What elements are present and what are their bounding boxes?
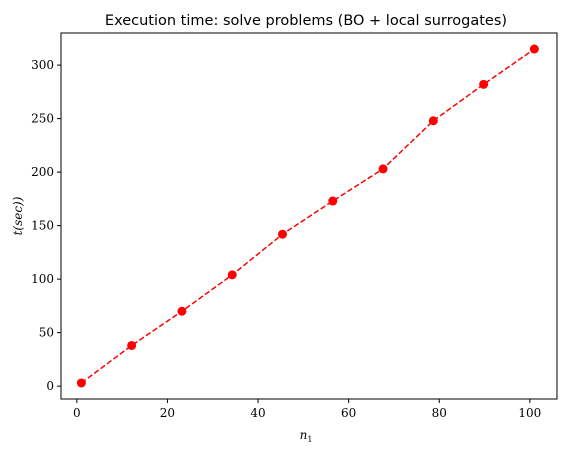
chart-title: Execution time: solve problems (BO + loc… xyxy=(105,13,507,29)
data-point xyxy=(378,164,388,174)
data-point xyxy=(76,378,86,388)
y-tick-label: 300 xyxy=(31,58,54,72)
data-point xyxy=(127,340,137,350)
axes-frame xyxy=(60,32,558,400)
x-axis-label-subscript: 1 xyxy=(307,435,312,444)
data-point xyxy=(428,116,438,126)
data-point xyxy=(177,306,187,316)
data-point xyxy=(479,79,489,89)
series-line xyxy=(80,48,535,384)
y-tick-label: 0 xyxy=(46,379,54,393)
x-tick-label: 0 xyxy=(73,406,81,420)
data-point xyxy=(227,270,237,280)
y-tick-label: 250 xyxy=(31,112,54,126)
x-axis: 0 20 40 60 80 100 xyxy=(73,399,541,420)
x-axis-label: n1 xyxy=(300,428,313,444)
data-point xyxy=(278,229,288,239)
y-tick-label: 200 xyxy=(31,165,54,179)
x-tick-label: 100 xyxy=(518,406,541,420)
plot-area xyxy=(76,44,539,388)
x-tick-label: 60 xyxy=(341,406,356,420)
y-tick-label: 50 xyxy=(39,326,54,340)
x-tick-label: 40 xyxy=(250,406,265,420)
y-tick-label: 150 xyxy=(31,219,54,233)
y-tick-label: 100 xyxy=(31,272,54,286)
data-point xyxy=(328,196,338,206)
x-tick-label: 20 xyxy=(160,406,175,420)
y-axis: 0 50 100 150 200 250 300 xyxy=(31,58,61,393)
y-axis-label: t(sec)) xyxy=(11,196,25,235)
data-point xyxy=(529,44,539,54)
x-tick-label: 80 xyxy=(432,406,447,420)
